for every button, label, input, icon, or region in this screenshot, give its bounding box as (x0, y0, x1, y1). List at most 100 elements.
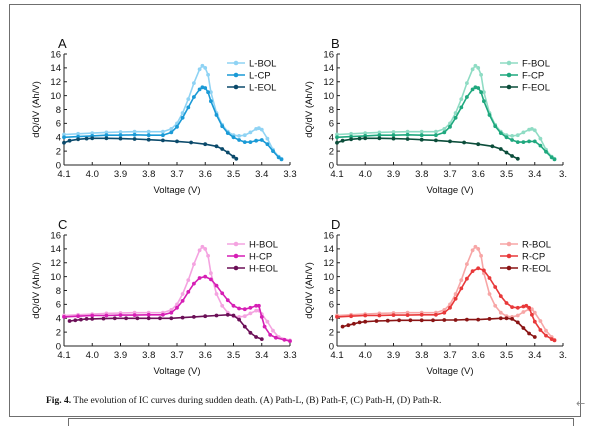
series-line (69, 313, 263, 340)
legend-label: H-EOL (249, 263, 278, 274)
data-point (186, 97, 191, 101)
data-point (192, 81, 196, 85)
data-point (493, 124, 498, 129)
caption-text: The evolution of IC curves during sudden… (73, 396, 442, 406)
data-point (482, 99, 486, 104)
data-point (493, 285, 498, 289)
data-point (220, 291, 225, 296)
data-point (465, 276, 469, 281)
data-point (363, 319, 368, 324)
data-point (453, 292, 458, 296)
series-h-bol (62, 244, 292, 343)
data-point (391, 133, 396, 138)
data-point (214, 113, 219, 117)
y-tick-label: 14 (50, 63, 61, 74)
data-point (200, 244, 205, 249)
data-point (377, 130, 382, 135)
legend-label: R-CP (522, 251, 545, 262)
data-point (118, 313, 123, 317)
data-point (259, 138, 264, 142)
data-point (62, 140, 66, 145)
data-point (374, 319, 379, 323)
data-point (237, 317, 242, 322)
data-point (254, 335, 258, 339)
chart-panel-d: D 0 2 4 6 8 10 12 14 16 4.1 4.0 3.9 3.8 3.7 3.6 3.5 3.4 3.… (304, 217, 567, 377)
data-point (175, 302, 179, 307)
data-point (431, 318, 435, 323)
data-point (62, 132, 66, 137)
x-axis-label: Voltage (V) (154, 366, 201, 377)
data-point (265, 142, 270, 147)
data-point (197, 67, 202, 72)
y-tick-label: 12 (323, 258, 334, 269)
panel-letter: C (58, 217, 67, 232)
data-point (530, 312, 534, 317)
series-l-cp (62, 85, 284, 162)
data-point (453, 115, 458, 120)
data-point (459, 105, 464, 110)
data-point (231, 135, 236, 140)
legend-marker (233, 84, 239, 90)
data-point (84, 317, 89, 321)
data-point (180, 315, 185, 320)
legend-label: L-BOL (249, 58, 276, 69)
data-point (146, 316, 151, 321)
data-point (203, 86, 208, 90)
data-point (220, 303, 225, 308)
y-tick-label: 2 (329, 146, 334, 157)
series-h-cp (62, 274, 292, 343)
data-point (161, 133, 165, 138)
series-line (336, 137, 519, 160)
data-point (544, 333, 548, 338)
data-point (259, 127, 264, 132)
data-point (180, 111, 185, 115)
data-point (544, 328, 548, 333)
data-point (197, 248, 202, 253)
x-tick-label: 4.0 (86, 350, 99, 361)
data-point (180, 292, 185, 296)
data-point (67, 138, 72, 143)
data-point (510, 154, 514, 158)
x-tick-label: 3.4 (255, 169, 268, 180)
legend-marker (233, 241, 239, 247)
arrow-left-icon[interactable]: ← (576, 397, 586, 410)
data-point (346, 323, 351, 328)
y-tick-label: 10 (50, 272, 61, 283)
y-tick-label: 4 (56, 133, 61, 144)
data-point (101, 316, 106, 321)
data-point (231, 303, 236, 308)
legend-marker (506, 60, 512, 66)
data-point (340, 138, 345, 143)
data-point (192, 315, 196, 319)
data-point (90, 313, 95, 318)
x-tick-label: 3.5 (500, 169, 513, 180)
y-tick-label: 4 (56, 314, 61, 325)
data-point (504, 301, 509, 305)
y-tick-label: 0 (329, 160, 334, 171)
data-point (231, 154, 236, 159)
data-point (521, 140, 526, 145)
data-point (377, 133, 382, 138)
x-tick-label: 4.1 (57, 350, 70, 361)
data-point (405, 132, 410, 137)
data-point (465, 317, 469, 322)
data-point (335, 135, 339, 140)
data-point (104, 130, 109, 135)
x-tick-label: 3. (559, 350, 567, 361)
data-point (521, 304, 526, 309)
data-point (515, 133, 520, 138)
data-point (234, 156, 239, 161)
data-point (498, 147, 503, 151)
data-point (214, 144, 219, 149)
data-point (279, 157, 284, 162)
y-tick-label: 2 (56, 327, 61, 338)
data-point (515, 313, 520, 318)
data-point (448, 124, 452, 129)
legend-label: R-BOL (522, 239, 551, 250)
series-r-cp (335, 266, 557, 343)
data-point (476, 266, 481, 271)
data-point (482, 90, 486, 95)
data-point (242, 324, 247, 329)
data-point (192, 262, 196, 266)
data-point (487, 276, 492, 280)
